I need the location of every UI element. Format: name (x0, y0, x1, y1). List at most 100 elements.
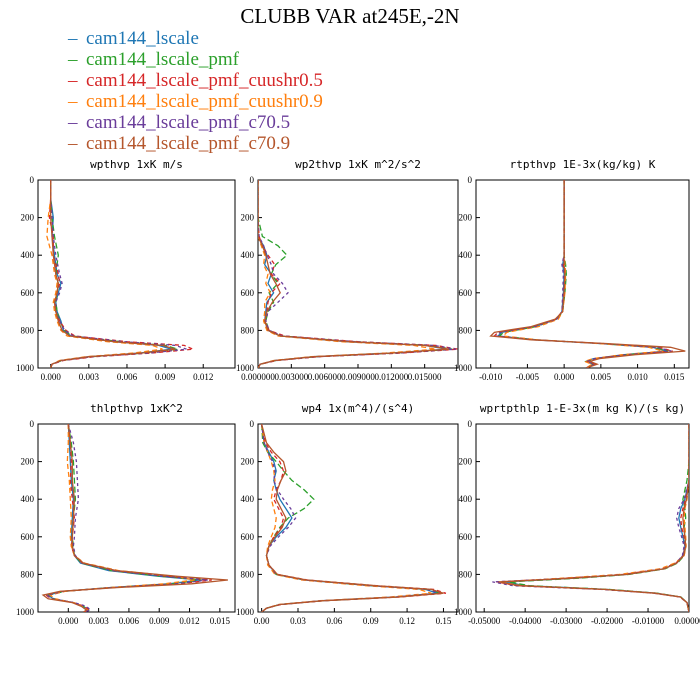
legend-item: – cam144_lscale (68, 28, 323, 49)
legend-label: cam144_lscale_pmf_c70.5 (86, 112, 291, 133)
y-tick-label: 400 (21, 494, 35, 504)
x-tick-label: 0.009 (155, 372, 176, 382)
x-tick-label: -0.01000 (632, 616, 665, 626)
x-tick-label: 0.000 (554, 372, 575, 382)
x-tick-label: 0.012000 (374, 372, 408, 382)
y-tick-label: 1000 (454, 363, 473, 373)
legend-swatch: – (68, 70, 78, 91)
y-tick-label: 400 (241, 250, 255, 260)
x-tick-label: 0.010 (627, 372, 648, 382)
x-tick-label: 0.005 (591, 372, 612, 382)
legend-label: cam144_lscale_pmf (86, 49, 240, 70)
y-tick-label: 600 (241, 288, 255, 298)
legend-item: – cam144_lscale_pmf_c70.5 (68, 112, 323, 133)
x-tick-label: 0.015 (210, 616, 231, 626)
x-tick-label: 0.000 (41, 372, 62, 382)
x-tick-label: -0.03000 (550, 616, 583, 626)
y-tick-label: 800 (459, 325, 473, 335)
y-tick-label: 200 (459, 213, 473, 223)
chart-panel: wpthvp 1xK m/s 0 200 400 600 800 1000 0.000 0.00… (16, 158, 236, 382)
y-tick-label: 400 (459, 494, 473, 504)
legend-label: cam144_lscale_pmf_c70.9 (86, 133, 291, 154)
series-line (258, 180, 458, 368)
y-tick-label: 400 (241, 494, 255, 504)
y-tick-label: 800 (21, 569, 35, 579)
chart-panel: rtpthvp 1E-3x(kg/kg) K02004006008001000-… (454, 158, 690, 382)
legend-item: – cam144_lscale_pmf_cuushr0.5 (68, 70, 323, 91)
y-tick-label: 0 (30, 175, 35, 185)
legend-item: – cam144_lscale_pmf (68, 49, 323, 70)
x-tick-label: 0.012 (179, 616, 199, 626)
panel-title: wprtpthlp 1-E-3x(m kg K)/(s kg) (480, 402, 685, 415)
x-tick-label: 0.003 (79, 372, 100, 382)
x-tick-label: -0.010 (479, 372, 503, 382)
x-tick-label: 0.000 (58, 616, 79, 626)
panel-frame (257, 423, 459, 613)
x-tick-label: 0.009 (149, 616, 170, 626)
x-tick-label: 0.12 (399, 616, 415, 626)
series-line (258, 180, 456, 368)
series-line (508, 424, 689, 612)
series-line (489, 180, 686, 368)
panel-frame (37, 179, 236, 369)
x-tick-label: -0.005 (516, 372, 540, 382)
series-line (260, 424, 444, 612)
y-tick-label: 800 (241, 325, 255, 335)
panel-title: wpthvp 1xK m/s (90, 158, 183, 171)
y-tick-label: 1000 (236, 363, 255, 373)
x-tick-label: 0.015000 (408, 372, 442, 382)
x-tick-label: 0.03 (290, 616, 306, 626)
y-tick-label: 200 (21, 457, 35, 467)
figure-title: CLUBB VAR at245E,-2N (240, 4, 460, 28)
y-tick-label: 0 (468, 175, 473, 185)
x-tick-label: 0.06 (326, 616, 342, 626)
chart-panel: thlpthvp 1xK^2 0 200 400 600 800 1000 0.000 0.00… (16, 402, 236, 626)
y-tick-label: 800 (459, 569, 473, 579)
chart-panel: wprtpthlp 1-E-3x(m kg K)/(s kg) 0 200 400 60… (454, 402, 700, 626)
panel-frame (257, 179, 459, 369)
series-line (492, 180, 673, 368)
y-tick-label: 400 (21, 250, 35, 260)
x-tick-label: -0.05000 (468, 616, 501, 626)
series-line (41, 424, 228, 612)
series-line (50, 180, 176, 368)
series-line (504, 424, 689, 612)
series-line (258, 180, 448, 368)
y-tick-label: 0 (250, 175, 255, 185)
series-line (258, 180, 450, 368)
legend-item: – cam144_lscale_pmf_c70.9 (68, 133, 323, 154)
y-tick-label: 600 (241, 532, 255, 542)
y-tick-label: 1000 (454, 607, 473, 617)
series-line (500, 424, 689, 612)
y-tick-label: 400 (459, 250, 473, 260)
legend-swatch: – (68, 28, 78, 49)
x-tick-label: -0.04000 (509, 616, 542, 626)
x-tick-label: 0.15 (436, 616, 452, 626)
series-line (50, 180, 187, 368)
series-line (48, 180, 194, 368)
y-tick-label: 800 (241, 569, 255, 579)
x-tick-label: 0.003000 (274, 372, 308, 382)
y-tick-label: 1000 (16, 607, 35, 617)
panel-frame (37, 423, 236, 613)
legend: – cam144_lscale – cam144_lscale_pmf – cam14… (68, 28, 323, 154)
legend-label: cam144_lscale (86, 28, 199, 49)
y-tick-label: 0 (250, 419, 255, 429)
series-line (496, 180, 668, 368)
x-tick-label: 0.00000 (674, 616, 700, 626)
x-tick-label: 0.009000 (341, 372, 375, 382)
legend-swatch: – (68, 112, 78, 133)
series-line (50, 180, 172, 368)
panel-title: rtpthvp 1E-3x(kg/kg) K (510, 158, 656, 171)
y-tick-label: 800 (21, 325, 35, 335)
y-tick-label: 0 (30, 419, 35, 429)
panel-title: wp2thvp 1xK m^2/s^2 (295, 158, 421, 171)
panel-title: wp4 1x(m^4)/(s^4) (302, 402, 415, 415)
series-line (498, 424, 689, 612)
y-tick-label: 600 (459, 532, 473, 542)
chart-panel: wp2thvp 1xK m^2/s^2020040060080010000.00… (236, 158, 459, 382)
series-line (495, 180, 672, 368)
x-tick-label: 0.00 (254, 616, 270, 626)
